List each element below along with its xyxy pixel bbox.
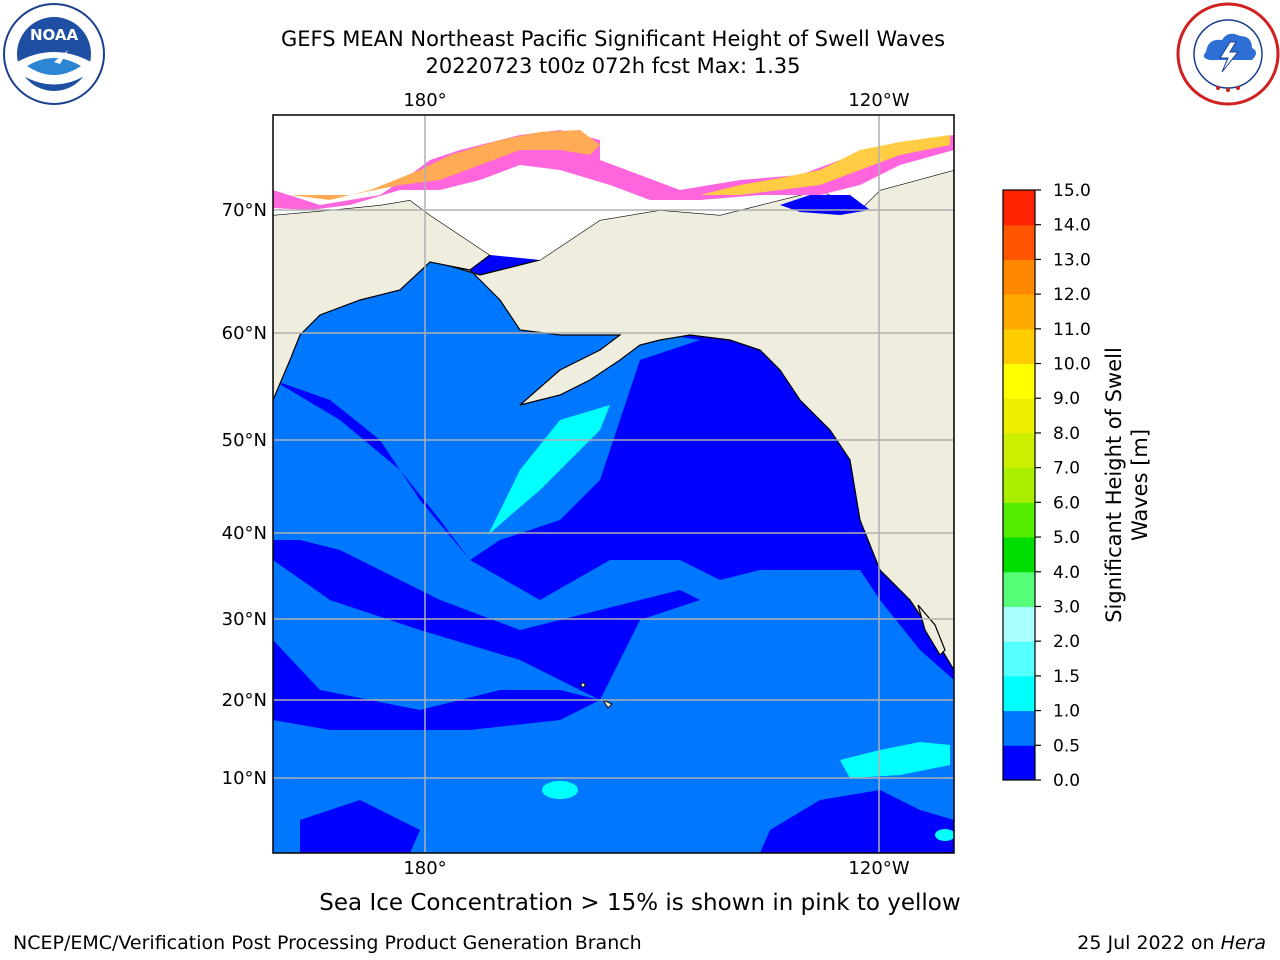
colorbar-tick-label: 13.0	[1053, 250, 1091, 270]
noaa-logo-text: NOAA	[30, 26, 79, 44]
colorbar-tick-label: 11.0	[1053, 320, 1091, 340]
chart-title: GEFS MEAN Northeast Pacific Significant …	[280, 27, 946, 51]
footer-date: 25 Jul 2022 on Hera	[1077, 932, 1266, 954]
lat-tick-70n: 70°N	[222, 200, 267, 221]
colorbar-tick-label: 4.0	[1053, 563, 1080, 583]
map-area	[273, 115, 954, 853]
swell-low-region-west	[273, 340, 954, 680]
swell-low-band-tropic	[273, 640, 600, 730]
colorbar-segment	[1003, 190, 1035, 226]
noaa-logo: NOAA	[3, 3, 105, 105]
colorbar-segment	[1003, 432, 1035, 469]
land-hawaii	[601, 698, 613, 709]
colorbar-tick-label: 12.0	[1053, 285, 1091, 305]
lat-tick-30n: 30°N	[222, 609, 267, 630]
footer-date-text: 25 Jul 2022 on	[1077, 932, 1221, 954]
colorbar-tick-label: 1.0	[1053, 702, 1080, 722]
map-gridlines	[273, 115, 954, 853]
colorbar-tick-label: 14.0	[1053, 216, 1091, 236]
colorbar-segment	[1003, 710, 1035, 746]
colorbar-tick-label: 7.0	[1053, 459, 1080, 479]
colorbar-tick-label: 5.0	[1053, 528, 1080, 548]
swell-cyan-region-east	[840, 742, 950, 778]
nws-logo	[1176, 2, 1280, 106]
colorbar-label-line2: Waves [m]	[1128, 429, 1152, 541]
sea-ice-yellow-east	[700, 135, 950, 195]
footer-host: Hera	[1220, 932, 1266, 954]
colorbar-frame	[1002, 189, 1036, 781]
colorbar-label-line1: Significant Height of Swell	[1102, 347, 1126, 623]
lat-tick-40n: 40°N	[222, 523, 267, 544]
colorbar-tick-label: 10.0	[1053, 355, 1091, 375]
colorbar-segment	[1003, 641, 1035, 677]
sea-ice-caption: Sea Ice Concentration > 15% is shown in …	[319, 890, 961, 916]
lon-tick-bottom-120w: 120°W	[848, 858, 909, 879]
swell-cyan-region-gulf	[488, 405, 610, 535]
lat-tick-50n: 50°N	[222, 430, 267, 451]
colorbar-segment	[1003, 606, 1035, 642]
lon-tick-top-120w: 120°W	[848, 90, 909, 111]
swell-low-band-subtropic	[273, 540, 700, 700]
lon-tick-top-180: 180°	[403, 90, 446, 111]
lat-tick-60n: 60°N	[222, 323, 267, 344]
land-baja	[917, 604, 946, 656]
footer-credit-text: NCEP/EMC/Verification Post Processing Pr…	[13, 932, 642, 954]
colorbar-segment	[1003, 745, 1035, 781]
colorbar-segment	[1003, 502, 1035, 538]
colorbar-tick-label: 8.0	[1053, 424, 1080, 444]
colorbar-segment	[1003, 571, 1035, 607]
swell-cyan-patch-edge	[935, 829, 954, 841]
sea-ice-yellow	[290, 130, 600, 200]
arctic-open-water	[273, 115, 954, 260]
colorbar-tick-label: 15.0	[1053, 181, 1091, 201]
colorbar-tick-label: 0.5	[1053, 736, 1080, 756]
footer-credit: NCEP/EMC/Verification Post Processing Pr…	[13, 932, 642, 954]
colorbar-segment	[1003, 294, 1035, 330]
map-frame	[272, 114, 955, 854]
swell-low-patch-south	[760, 790, 954, 853]
colorbar-tick-label: 0.0	[1053, 771, 1080, 791]
swell-cyan-patch-central	[542, 781, 578, 799]
colorbar-segment	[1003, 537, 1035, 573]
colorbar-tick-label: 9.0	[1053, 389, 1080, 409]
colorbar-segment	[1003, 467, 1035, 503]
colorbar-tick-label: 2.0	[1053, 632, 1080, 652]
chart-subtitle: 20220723 t00z 072h fcst Max: 1.35	[425, 54, 801, 78]
colorbar-segment	[1003, 328, 1035, 365]
sea-ice-band	[273, 130, 954, 210]
colorbar-tick-label: 3.0	[1053, 597, 1080, 617]
lat-tick-20n: 20°N	[222, 690, 267, 711]
colorbar-tick-label: 1.5	[1053, 667, 1080, 687]
land-hawaii-islet	[580, 682, 586, 688]
swell-low-patch-southwest	[300, 800, 420, 853]
lat-tick-10n: 10°N	[222, 768, 267, 789]
lon-tick-bottom-180: 180°	[403, 858, 446, 879]
colorbar: 0.0 0.5 1.0 1.5 2.0 3.0 4.0 5.0 6.0 7.0 8.0 9.0 10.0…	[1002, 181, 1091, 791]
colorbar-tick-label: 6.0	[1053, 493, 1080, 513]
colorbar-segment	[1003, 259, 1035, 295]
colorbar-segment	[1003, 675, 1035, 712]
colorbar-segment	[1003, 398, 1035, 434]
colorbar-segment	[1003, 224, 1035, 260]
colorbar-segment	[1003, 363, 1035, 399]
